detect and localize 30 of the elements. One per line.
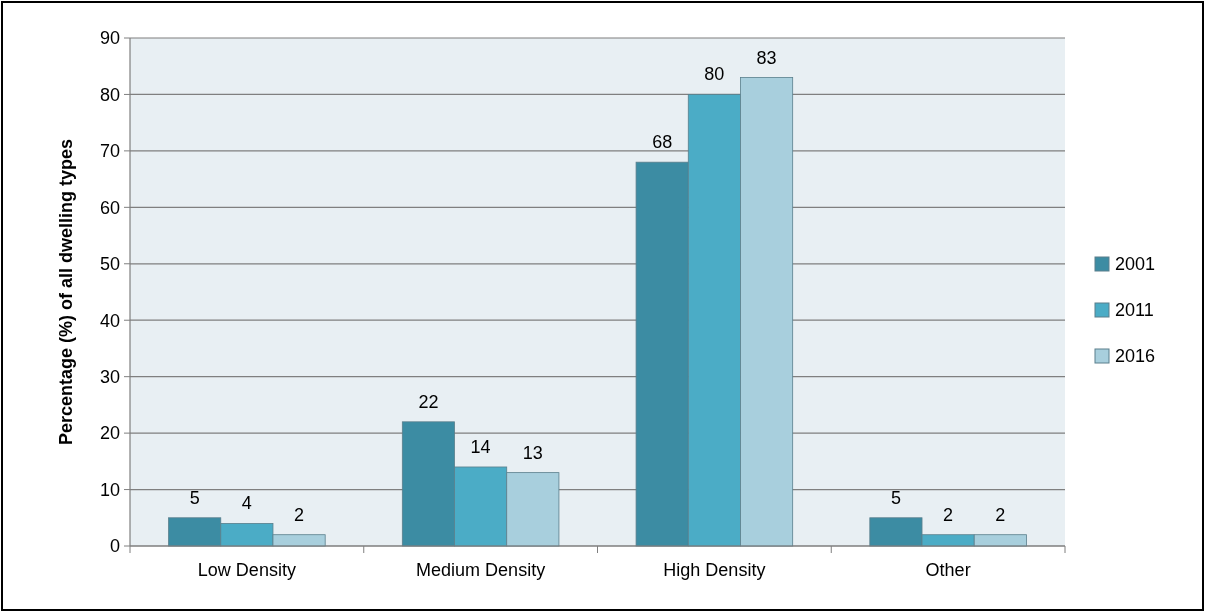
y-tick-label: 40 (99, 310, 120, 331)
legend-label: 2016 (1115, 346, 1156, 367)
x-tick-label: Low Density (197, 560, 296, 580)
data-label: 13 (522, 442, 543, 463)
data-label: 14 (470, 436, 491, 457)
data-label: 4 (241, 493, 252, 514)
data-label: 5 (189, 487, 200, 508)
y-tick-label: 70 (99, 141, 120, 162)
x-tick-label: Medium Density (416, 560, 546, 580)
data-label: 80 (704, 64, 725, 85)
y-tick-label: 10 (99, 479, 120, 500)
y-tick-label: 0 (109, 536, 120, 557)
data-label: 68 (652, 132, 673, 153)
y-tick-label: 60 (99, 197, 120, 218)
data-label: 83 (756, 47, 777, 68)
y-tick-label: 30 (99, 366, 120, 387)
data-label: 2 (294, 504, 305, 525)
y-tick-label: 80 (99, 84, 120, 105)
data-label: 22 (418, 391, 439, 412)
data-label: 2 (995, 504, 1006, 525)
y-axis-title: Percentage (%) of all dwelling types (56, 138, 76, 446)
data-label: 5 (890, 487, 901, 508)
legend-label: 2011 (1115, 300, 1154, 321)
y-tick-label: 20 (99, 423, 120, 444)
data-label: 2 (943, 504, 954, 525)
x-tick-label: Other (925, 560, 971, 580)
legend-label: 2001 (1115, 254, 1156, 275)
x-tick-label: High Density (663, 560, 766, 580)
y-tick-label: 90 (99, 28, 120, 49)
y-tick-label: 50 (99, 254, 120, 275)
